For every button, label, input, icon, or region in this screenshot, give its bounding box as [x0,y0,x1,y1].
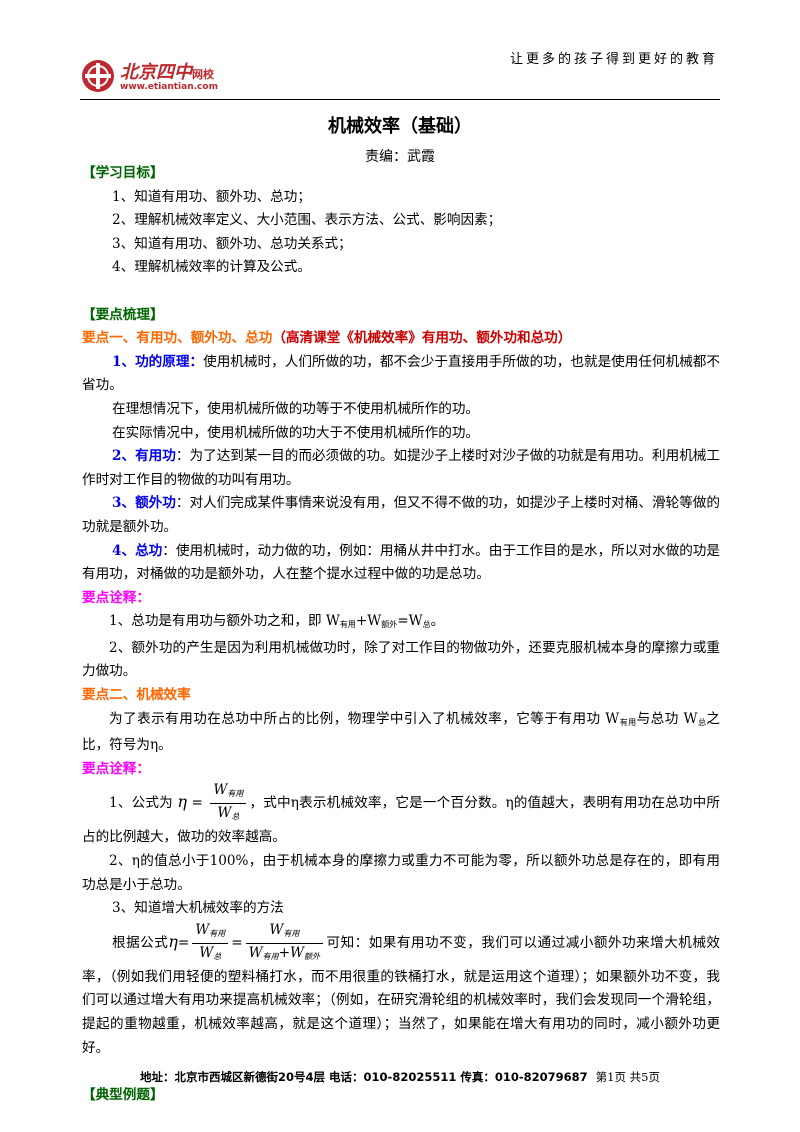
w: W [269,921,284,938]
text: ，式中η表示机械效率，它是一个百分数。η的值越大，表明有用功在总功中所占的比例越… [82,795,721,846]
w: W [213,782,228,799]
w: W [195,921,210,938]
fraction: W有用 W总 [210,781,247,826]
notes-heading: 要点诠释： [82,589,150,606]
heading: 【要点梳理】 [82,306,164,323]
denominator: W总 [210,804,246,826]
footer-page: 第1页 共5页 [595,1070,660,1084]
heading: 【学习目标】 [82,165,164,181]
sub: 有用 [227,789,244,799]
notes-heading: 要点诠释： [82,760,150,777]
slogan: 让更多的孩子得到更好的教育 [509,52,718,67]
sub: 额外 [304,951,321,961]
paragraph: 2、额外功的产生是因为利用机械做功时，除了对工作目的物做功外，还要克服机械本身的… [82,639,720,680]
paragraph: 1、总功是有用功与额外功之和，即 W有用+W额外=W总。 [82,610,720,637]
sub: 有用 [209,928,226,938]
text: 可知：如果有用功不变，我们可以通过减小额外功来增大机械效率，（例如我们用轻便的塑… [82,934,721,1056]
sub: 总 [422,620,431,630]
objective: 3、知道有用功、额外功、总功关系式； [112,235,352,252]
denominator: W有用+W额外 [246,944,323,966]
formula-eq: = [191,795,203,812]
label: 4、总功 [112,542,163,559]
plus: + [278,944,291,961]
formula-eta: η [177,792,187,812]
numerator: W有用 [192,921,229,944]
content: 【学习目标】 1、知道有用功、额外功、总功； 2、理解机械效率定义、大小范围、表… [82,162,720,1107]
paragraph: 4、总功：使用机械时，动力做的功，例如：用桶从井中打水。由于工作目的是水，所以对… [82,540,720,587]
formula-eta: η [168,931,178,951]
paragraph: 3、额外功：对人们完成某件事情来说没有用，但又不得不做的功，如提沙子上楼时对桶、… [82,492,720,539]
sub: 有用 [262,951,279,961]
sub: 有用 [283,928,300,938]
point-note: （高清课堂《机械效率》有用功、额外功和总功） [272,330,572,347]
text: 1、总功是有用功与额外功之和，即 W [109,613,340,630]
text: 根据公式 [112,934,169,951]
numerator: W有用 [245,921,324,944]
sub: 有用 [619,717,637,727]
sub: 总 [231,812,240,822]
formula-eq: = [231,934,243,951]
text: =W [397,613,423,630]
fraction: W有用 W有用+W额外 [245,921,324,966]
sub: 有用 [339,620,356,630]
paragraph: 在理想情况下，使用机械所做的功等于不使用机械所作的功。 [112,400,480,417]
text: 之比，符号为η。 [82,710,721,754]
fraction: W有用 W总 [192,921,229,966]
sub: 额外 [381,620,398,630]
logo-name: 北京四中网校 [120,58,214,84]
heading: 【典型例题】 [82,1086,164,1103]
numerator: W有用 [210,781,247,805]
objective: 4、理解机械效率的计算及公式。 [112,259,311,276]
paragraph: 2、η的值总小于100%，由于机械本身的摩擦力或重力不可能为零，所以额外功总是存… [82,853,720,893]
text: 使用机械时，人们所做的功，都不会少于直接用手所做的功，也就是使用任何机械都不省功… [82,353,720,394]
logo: 北京四中网校 www.etiantian.com [80,58,218,98]
objective: 2、理解机械效率定义、大小范围、表示方法、公式、影响因素； [112,212,502,229]
text: +W [355,613,382,630]
w: W [199,944,214,961]
w: W [248,944,263,961]
logo-url: www.etiantian.com [120,82,218,92]
point-title: 要点一、有用功、额外功、总功（高清课堂《机械效率》有用功、额外功和总功） [82,327,720,351]
w: W [217,805,232,822]
text: 为了表示有用功在总功中所占的比例，物理学中引入了机械效率，它等于有用功 W [109,710,620,727]
point-title: 要点二、机械效率 [82,687,191,704]
paragraph: 1、公式为 η = W有用 W总 ，式中η表示机械效率，它是一个百分数。η的值越大，… [82,781,720,850]
header-rule [80,99,720,100]
paragraph: 2、有用功：为了达到某一目的而必须做的功。如提沙子上楼时对沙子做的功就是有用功。… [82,445,720,492]
logo-suffix: 网校 [192,68,214,81]
text: 与总功 W [636,710,698,727]
text: ：使用机械时，动力做的功，例如：用桶从井中打水。由于工作目的是水，所以对水做的功… [82,542,720,583]
logo-name-text: 北京四中 [120,62,192,83]
title: 机械效率（基础） [328,116,472,137]
objective: 1、知道有用功、额外功、总功； [112,188,311,205]
sub: 总 [213,951,222,961]
w: W [290,944,305,961]
text: ：对人们完成某件事情来说没有用，但又不得不做的功，如提沙子上楼时对桶、滑轮等做的… [82,495,720,535]
author: 责编：武霞 [365,149,435,165]
logo-emblem [82,60,114,92]
formula-eq: = [177,934,190,951]
denominator: W总 [192,944,228,966]
paragraph: 为了表示有用功在总功中所占的比例，物理学中引入了机械效率，它等于有用功 W有用与… [82,708,720,758]
point-title-text: 要点一、有用功、额外功、总功 [82,330,273,347]
label: 3、额外功 [112,495,176,512]
footer: 地址：北京市西城区新德街20号4层 电话：010-82025511 传真：010… [0,1069,800,1085]
label: 1、功的原理： [112,353,204,370]
label: 2、有用功 [112,448,176,465]
paragraph: 3、知道增大机械效率的方法 [112,900,284,917]
text: 1、公式为 [109,795,173,812]
footer-address: 地址：北京市西城区新德街20号4层 电话：010-82025511 传真：010… [140,1070,588,1084]
sub: 总 [697,717,707,727]
paragraph: 1、功的原理：使用机械时，人们所做的功，都不会少于直接用手所做的功，也就是使用任… [82,351,720,398]
paragraph: 在实际情况中，使用机械所做的功大于不使用机械所作的功。 [112,424,480,441]
text: 。 [430,613,445,630]
text: ：为了达到某一目的而必须做的功。如提沙子上楼时对沙子做的功就是有用功。利用机械工… [82,448,720,488]
paragraph: 根据公式η= W有用 W总 = W有用 W有用+W额外 可知：如果有用功不变，我们可以通过减… [82,921,720,1060]
